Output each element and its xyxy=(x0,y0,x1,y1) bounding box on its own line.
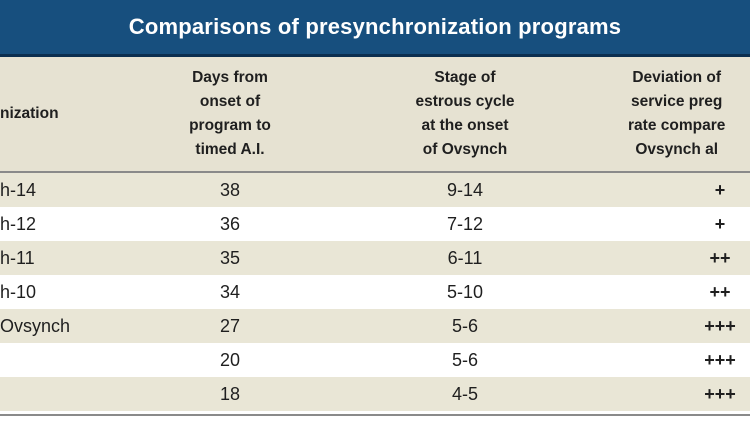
program-cell: Ovsynch xyxy=(0,316,71,336)
days-cell: 38 xyxy=(219,180,241,200)
program-cell: h-12 xyxy=(0,214,37,234)
stage-cell: 5-6 xyxy=(451,350,478,370)
program-cell: h-10 xyxy=(0,282,37,302)
days-cell: 34 xyxy=(219,282,241,302)
program-cell: h-11 xyxy=(0,248,35,268)
header-deviation: Deviation of service preg rate compare O… xyxy=(628,57,750,171)
stage-cell: 5-10 xyxy=(446,282,484,302)
header-days-label: Days from onset of program to timed A.I. xyxy=(189,69,271,158)
table-bottom-rule xyxy=(0,414,750,416)
deviation-cell: +++ xyxy=(704,384,736,404)
stage-cell: 7-12 xyxy=(446,214,484,234)
deviation-cell: ++ xyxy=(709,282,731,302)
header-program: nization xyxy=(0,57,100,171)
stage-cell: 4-5 xyxy=(451,384,478,404)
table-row: h-10 34 5-10 ++ xyxy=(0,275,750,309)
table-header-row: nization Days from onset of program to t… xyxy=(0,57,750,171)
days-cell: 35 xyxy=(219,248,241,268)
days-cell: 20 xyxy=(219,350,241,370)
deviation-cell: + xyxy=(714,214,726,234)
deviation-cell: + xyxy=(714,180,726,200)
header-deviation-label: Deviation of service preg rate compare O… xyxy=(628,69,726,158)
stage-cell: 5-6 xyxy=(451,316,478,336)
table-title-bar: Comparisons of presynchronization progra… xyxy=(0,0,750,57)
table-row: h-11 35 6-11 ++ xyxy=(0,241,750,275)
stage-cell: 9-14 xyxy=(446,180,484,200)
table-row: Ovsynch 27 5-6 +++ xyxy=(0,309,750,343)
header-stage-label: Stage of estrous cycle at the onset of O… xyxy=(415,69,515,158)
header-stage: Stage of estrous cycle at the onset of O… xyxy=(385,57,545,171)
deviation-cell: +++ xyxy=(704,316,736,336)
days-cell: 18 xyxy=(219,384,241,404)
table-title: Comparisons of presynchronization progra… xyxy=(128,14,622,39)
table-row: h-12 36 7-12 + xyxy=(0,207,750,241)
table-body: h-14 38 9-14 + h-12 36 7-12 + h-11 35 6-… xyxy=(0,171,750,411)
header-program-label: nization xyxy=(0,105,59,122)
program-cell: h-14 xyxy=(0,180,37,200)
table-row: 18 4-5 +++ xyxy=(0,377,750,411)
header-days: Days from onset of program to timed A.I. xyxy=(160,57,300,171)
days-cell: 27 xyxy=(219,316,241,336)
table-row: 20 5-6 +++ xyxy=(0,343,750,377)
deviation-cell: ++ xyxy=(709,248,731,268)
stage-cell: 6-11 xyxy=(447,248,483,268)
deviation-cell: +++ xyxy=(704,350,736,370)
table-row: h-14 38 9-14 + xyxy=(0,171,750,207)
days-cell: 36 xyxy=(219,214,241,234)
